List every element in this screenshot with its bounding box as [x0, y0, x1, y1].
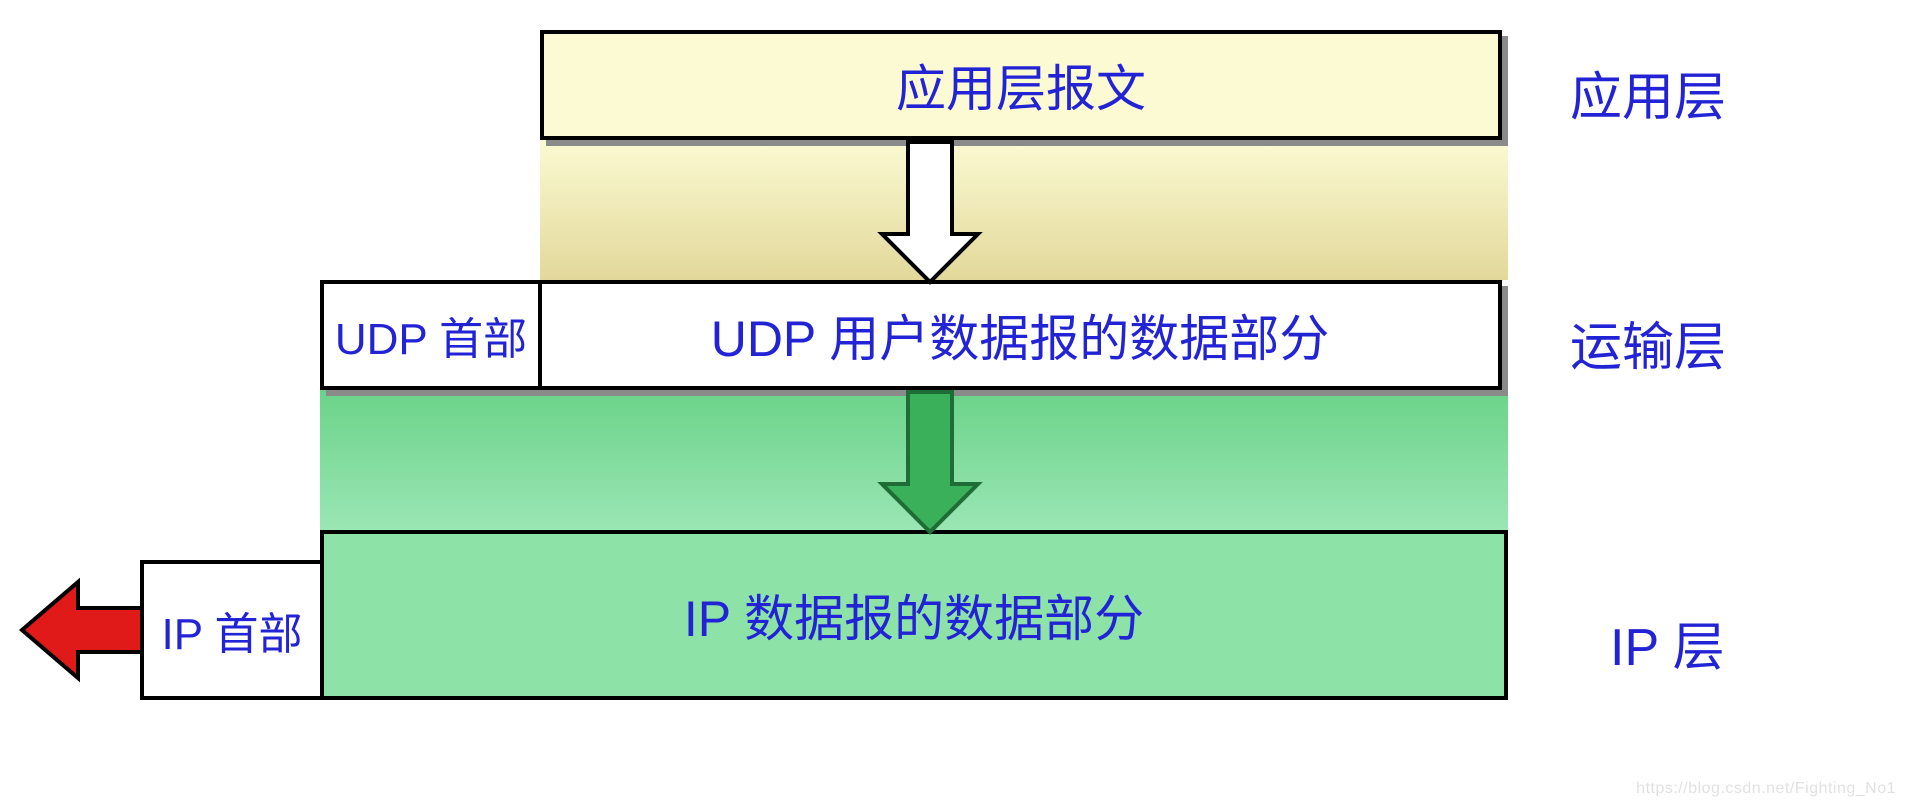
layer-label-app: 应用层 [1570, 55, 1726, 130]
app-to-udp-band [540, 140, 1508, 280]
udp-data-box: UDP 用户数据报的数据部分 [540, 280, 1502, 390]
layer-label-ip: IP 层 [1610, 605, 1725, 680]
watermark: https://blog.csdn.net/Fighting_No1 [1636, 780, 1896, 798]
layer-label-transport-text: 运输层 [1570, 305, 1726, 380]
layer-label-transport: 运输层 [1570, 305, 1726, 380]
arrow-ip-out [20, 578, 144, 682]
udp-data-text: UDP 用户数据报的数据部分 [711, 299, 1330, 371]
ip-data-text: IP 数据报的数据部分 [684, 579, 1144, 651]
app-message-text: 应用层报文 [896, 49, 1146, 121]
ip-header-text: IP 首部 [161, 598, 302, 662]
arrow-udp-to-ip [878, 390, 982, 534]
layer-label-ip-text: IP 层 [1610, 605, 1725, 680]
udp-header-text: UDP 首部 [335, 303, 527, 367]
diagram-stage: 应用层报文 UDP 首部 UDP 用户数据报的数据部分 IP 数据报的数据部分 … [0, 0, 1906, 804]
udp-header-box: UDP 首部 [320, 280, 540, 390]
ip-header-box: IP 首部 [140, 560, 320, 700]
app-message-box: 应用层报文 [540, 30, 1502, 140]
arrow-app-to-udp [878, 140, 982, 284]
layer-label-app-text: 应用层 [1570, 55, 1726, 130]
ip-data-box: IP 数据报的数据部分 [320, 530, 1508, 700]
